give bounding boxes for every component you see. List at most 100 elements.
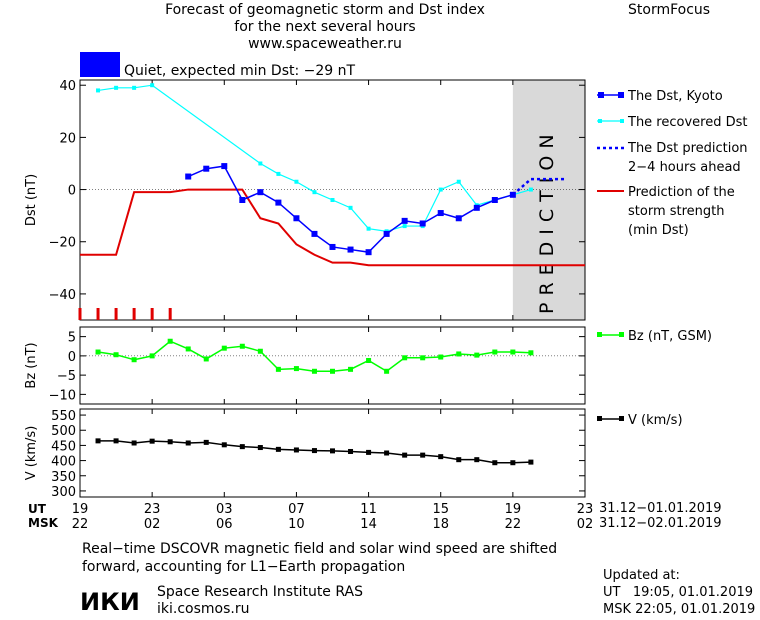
dst-kyoto-point	[401, 217, 408, 224]
legend-kyoto-marker	[618, 92, 624, 98]
bz-point	[239, 343, 245, 349]
dst-kyoto-point	[347, 246, 354, 253]
dst-kyoto-point	[455, 215, 462, 222]
bz-point	[95, 349, 101, 355]
bz-frame	[79, 326, 586, 405]
recovered-dst-point	[312, 190, 317, 195]
dst-kyoto-point	[203, 165, 210, 172]
recovered-dst-line	[97, 84, 532, 232]
bz-point	[348, 366, 354, 372]
recovered-dst-point	[438, 187, 443, 192]
bz-point	[366, 357, 372, 363]
dst-prediction-line	[512, 177, 567, 196]
bz-ylabel: Bz (nT)	[24, 342, 39, 388]
updated-label: Updated at:	[603, 568, 680, 583]
bz-point	[510, 349, 516, 355]
dst-ytick-label: 40	[59, 79, 76, 94]
legend-bz-text: Bz (nT, GSM)	[628, 329, 712, 344]
recovered-dst-point	[96, 88, 101, 93]
dst-kyoto-point	[383, 230, 390, 237]
dst-kyoto-point	[257, 189, 264, 196]
solar-wind-speed-point	[275, 446, 281, 452]
storm-strength-line	[80, 188, 585, 267]
solar-wind-speed-point	[528, 459, 534, 465]
recovered-dst-point	[402, 224, 407, 229]
ut-tick-label: 03	[216, 502, 233, 517]
recovered-dst-point	[114, 85, 119, 90]
ut-tick-label: 07	[288, 502, 305, 517]
updated-msk: MSK 22:05, 01.01.2019	[603, 602, 756, 617]
legend-storm-text: (min Dst)	[628, 223, 689, 238]
recovered-dst-point	[366, 226, 371, 231]
bz-point	[293, 366, 299, 372]
solar-wind-speed-point	[95, 438, 101, 444]
legend-recovered-marker	[620, 119, 624, 123]
bz-point	[420, 355, 426, 361]
v-ytick-label: 350	[51, 470, 76, 485]
legend-bz-marker	[619, 332, 624, 337]
solar-wind-speed-point	[167, 439, 173, 445]
iki-logo: ИКИ	[80, 588, 144, 616]
dst-kyoto-point	[293, 215, 300, 222]
bz-point	[275, 366, 281, 372]
msk-range: 31.12−02.01.2019	[599, 516, 722, 531]
recovered-dst-point	[528, 187, 533, 192]
v-frame	[79, 408, 586, 498]
solar-wind-speed-point	[348, 448, 354, 454]
legend-recovered-text: The recovered Dst	[627, 115, 747, 130]
recovered-dst-point	[330, 198, 335, 202]
dst-ytick-label: −40	[49, 288, 76, 303]
legend-v-marker	[619, 416, 624, 421]
solar-wind-speed-point	[474, 457, 480, 463]
dst-kyoto-point	[437, 210, 444, 217]
ut-tick-label: 19	[505, 502, 522, 517]
footer-note-line-2: forward, accounting for L1−Earth propaga…	[82, 559, 406, 575]
v-ylabel: V (km/s)	[24, 426, 39, 481]
msk-tick-label: 22	[505, 517, 522, 532]
solar-wind-speed-point	[257, 445, 263, 451]
v-ytick-label: 300	[51, 485, 76, 500]
solar-wind-speed-point	[456, 457, 462, 463]
prediction-label: PREDICTION	[536, 127, 558, 314]
bz-point	[203, 356, 209, 362]
bz-ytick-label: −10	[49, 388, 76, 403]
dst-kyoto-point	[275, 199, 282, 206]
bz-ytick-label: 5	[68, 331, 76, 346]
ut-tick-label: 23	[144, 502, 161, 517]
bz-point	[492, 349, 498, 355]
recovered-dst-point	[150, 83, 155, 88]
msk-tick-label: 10	[288, 517, 305, 532]
dst-kyoto-point	[491, 197, 498, 203]
ut-label: UT	[28, 502, 46, 516]
bz-point	[528, 350, 534, 356]
institute-name: Space Research Institute RAS	[157, 584, 363, 600]
recovered-dst-point	[294, 179, 299, 184]
bz-ytick-label: −5	[57, 369, 76, 384]
ut-tick-label: 11	[360, 502, 377, 517]
brand-name: StormFocus	[628, 2, 711, 18]
bz-point	[311, 368, 317, 374]
dst-kyoto-point	[311, 230, 318, 237]
solar-wind-speed-point	[239, 444, 245, 450]
bz-panel: 5 0 −5 −10 Bz (nT)	[24, 326, 586, 405]
bz-point	[167, 338, 173, 344]
title-line-1: Forecast of geomagnetic storm and Dst in…	[165, 2, 485, 18]
solar-wind-speed-point	[384, 450, 390, 456]
bz-point	[438, 354, 444, 360]
solar-wind-speed-point	[510, 460, 516, 466]
dst-kyoto-point	[221, 163, 228, 170]
solar-wind-speed-point	[131, 440, 137, 446]
dst-panel: PREDICTION 40 20 0 −20 −40 Dst (nT)	[24, 79, 586, 321]
recovered-dst-point	[132, 85, 137, 90]
solar-wind-speed-point	[438, 454, 444, 460]
dst-ytick-label: −20	[49, 236, 76, 251]
solar-wind-speed-point	[366, 449, 372, 455]
bz-point	[402, 355, 408, 361]
legend-prediction-text: The Dst prediction	[627, 141, 748, 156]
bz-line	[97, 340, 531, 373]
msk-label: MSK	[28, 516, 58, 530]
ut-tick-label: 19	[72, 502, 89, 517]
dst-kyoto-point	[419, 220, 426, 227]
